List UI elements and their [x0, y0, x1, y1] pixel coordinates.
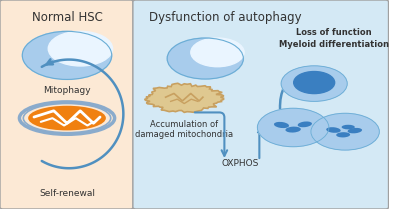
- Text: Mitophagy: Mitophagy: [43, 86, 91, 96]
- FancyBboxPatch shape: [133, 0, 388, 209]
- Circle shape: [167, 38, 243, 79]
- Text: damaged mitochondria: damaged mitochondria: [135, 130, 233, 139]
- Ellipse shape: [326, 127, 341, 133]
- Circle shape: [191, 38, 244, 67]
- Ellipse shape: [274, 122, 289, 128]
- Ellipse shape: [348, 128, 362, 133]
- Ellipse shape: [28, 106, 106, 130]
- Circle shape: [294, 71, 335, 94]
- Text: Myeloid differentiation: Myeloid differentiation: [279, 40, 389, 50]
- Text: Dysfunction of autophagy: Dysfunction of autophagy: [149, 11, 301, 24]
- Circle shape: [257, 108, 329, 147]
- Text: Self-renewal: Self-renewal: [39, 189, 95, 198]
- Ellipse shape: [298, 121, 312, 127]
- Circle shape: [48, 31, 112, 66]
- FancyBboxPatch shape: [0, 0, 133, 209]
- Text: ROS: ROS: [269, 121, 288, 130]
- Polygon shape: [144, 83, 224, 112]
- Ellipse shape: [286, 127, 301, 133]
- Ellipse shape: [342, 125, 355, 129]
- Text: Accumulation of: Accumulation of: [150, 120, 218, 129]
- Circle shape: [22, 31, 112, 79]
- Text: Loss of function: Loss of function: [296, 28, 372, 37]
- Circle shape: [281, 66, 347, 101]
- Circle shape: [311, 113, 379, 150]
- Text: Normal HSC: Normal HSC: [32, 11, 102, 24]
- Text: OXPHOS: OXPHOS: [221, 158, 259, 168]
- Ellipse shape: [336, 132, 350, 138]
